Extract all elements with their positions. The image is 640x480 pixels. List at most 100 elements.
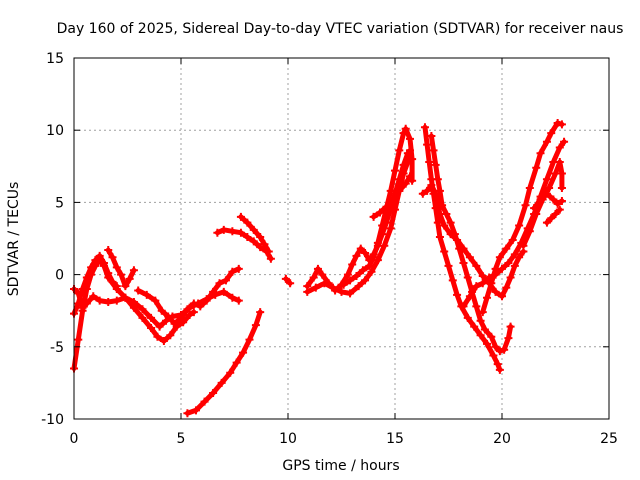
data-point-marker [219,287,228,296]
data-point-marker [493,360,502,369]
data-point-marker [245,335,254,344]
data-point-marker [487,279,496,288]
data-point-marker [515,253,524,262]
data-point-marker [508,235,517,244]
data-point-marker [213,228,222,237]
data-point-marker [525,227,534,236]
data-point-marker [352,251,361,260]
data-point-marker [228,227,237,236]
data-point-marker [339,280,348,289]
data-point-marker [354,282,363,291]
data-point-marker [382,202,391,211]
data-point-marker [147,324,156,333]
data-point-marker [427,181,436,190]
data-point-marker [532,163,541,172]
data-point-marker [427,131,436,140]
y-tick-label: 15 [46,51,64,67]
data-point-marker [470,322,479,331]
series-trace [480,120,565,315]
data-point-marker [219,225,228,234]
data-point-marker [356,244,365,253]
data-point-marker [155,322,164,331]
data-point-marker [532,209,541,218]
data-point-marker [189,308,198,317]
data-point-marker [401,179,410,188]
data-point-marker [440,221,449,230]
data-point-marker [369,253,378,262]
data-point-marker [78,306,87,315]
data-point-marker [217,378,226,387]
data-point-marker [423,140,432,149]
data-point-marker [429,146,438,155]
series-pass-9 [281,274,295,288]
y-tick-label: 10 [46,123,64,139]
data-point-marker [495,347,504,356]
data-point-marker [472,261,481,270]
data-point-marker [553,199,562,208]
data-point-marker [112,296,121,305]
data-point-marker [495,365,504,374]
data-point-marker [542,189,551,198]
data-point-marker [476,316,485,325]
series-pass-15 [427,131,515,356]
data-point-marker [82,285,91,294]
data-point-marker [446,230,455,239]
data-point-marker [236,228,245,237]
data-point-marker [399,160,408,169]
data-point-marker [348,260,357,269]
data-point-marker [551,209,560,218]
data-point-marker [164,312,173,321]
data-point-marker [228,293,237,302]
data-point-marker [183,409,192,418]
data-point-marker [183,305,192,314]
data-point-marker [343,270,352,279]
data-point-marker [260,240,269,249]
data-point-marker [542,218,551,227]
data-point-marker [121,282,130,291]
data-point-marker [431,189,440,198]
data-point-marker [266,254,275,263]
data-point-marker [483,339,492,348]
data-point-marker [498,292,506,301]
data-point-marker [459,259,468,268]
data-point-marker [89,292,98,301]
data-point-marker [418,189,427,198]
data-point-marker [104,273,113,282]
data-point-marker [395,175,404,184]
data-point-marker [453,290,462,299]
series-pass-5 [134,264,243,328]
chart-title: Day 160 of 2025, Sidereal Day-to-day VTE… [57,21,624,37]
data-point-marker [557,120,566,129]
data-point-marker [401,124,410,133]
y-tick-label: 0 [55,268,64,284]
data-point-marker [264,247,273,256]
data-point-marker [420,123,429,132]
data-point-marker [367,267,376,276]
data-point-marker [318,270,327,279]
y-tick-label: -10 [41,412,64,428]
data-point-marker [209,287,218,296]
data-point-marker [465,253,474,262]
data-point-marker [196,302,205,311]
series-pass-4 [104,246,138,291]
data-point-marker [487,332,496,341]
data-point-marker [472,282,481,291]
data-point-marker [502,244,511,253]
data-point-marker [281,274,290,283]
data-point-marker [525,183,534,192]
data-point-marker [510,261,519,270]
data-point-marker [408,155,417,164]
data-point-marker [179,318,188,327]
data-point-marker [515,221,524,230]
data-point-marker [104,246,113,255]
data-point-marker [444,261,453,270]
data-series [70,118,569,418]
data-point-marker [378,221,387,230]
data-point-marker [134,286,143,295]
data-point-marker [478,272,487,281]
data-point-marker [506,273,515,282]
data-point-marker [112,263,121,272]
data-point-marker [365,261,374,270]
data-point-marker [545,183,554,192]
x-tick-label: 20 [493,431,511,447]
